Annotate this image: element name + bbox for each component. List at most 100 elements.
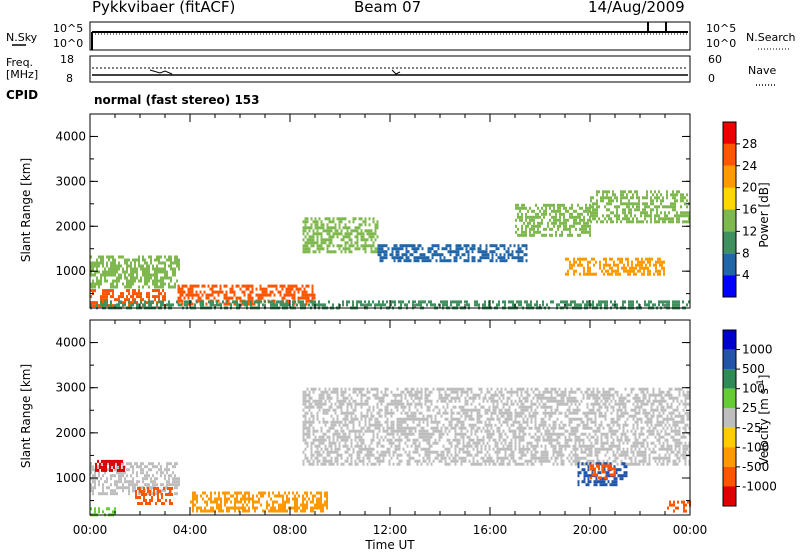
- range-gate-cell: [334, 441, 337, 445]
- range-gate-cell: [492, 300, 494, 304]
- range-gate-cell: [366, 399, 369, 403]
- range-gate-cell: [462, 459, 465, 463]
- range-gate-cell: [517, 244, 520, 248]
- range-gate-cell: [104, 300, 106, 304]
- range-gate-cell: [150, 486, 152, 490]
- range-gate-cell: [534, 432, 537, 436]
- range-gate-cell: [316, 456, 319, 460]
- range-gate-cell: [628, 220, 630, 224]
- range-gate-cell: [316, 399, 319, 403]
- range-gate-cell: [528, 441, 531, 445]
- range-gate-cell: [489, 259, 492, 263]
- range-gate-cell: [144, 279, 146, 283]
- range-gate-cell: [322, 238, 325, 242]
- range-gate-cell: [358, 459, 361, 463]
- range-gate-cell: [535, 203, 537, 207]
- range-gate-cell: [354, 444, 357, 448]
- range-gate-cell: [555, 221, 557, 225]
- range-gate-cell: [559, 233, 561, 237]
- range-gate-cell: [128, 486, 130, 490]
- range-gate-cell: [148, 483, 150, 487]
- range-gate-cell: [306, 399, 309, 403]
- range-gate-cell: [268, 494, 270, 498]
- range-gate-cell: [508, 459, 511, 463]
- range-gate-cell: [219, 290, 222, 294]
- range-gate-cell: [500, 411, 503, 415]
- range-gate-cell: [630, 214, 632, 218]
- range-gate-cell: [552, 300, 554, 304]
- range-gate-cell: [620, 193, 622, 197]
- range-gate-cell: [466, 387, 469, 391]
- range-gate-cell: [372, 432, 375, 436]
- range-gate-cell: [294, 300, 296, 304]
- range-gate-cell: [100, 295, 102, 299]
- range-gate-cell: [172, 285, 174, 289]
- range-gate-cell: [356, 247, 359, 251]
- range-gate-cell: [282, 497, 284, 501]
- range-gate-cell: [214, 491, 216, 495]
- range-gate-cell: [286, 509, 288, 513]
- range-gate-cell: [253, 302, 256, 306]
- range-gate-cell: [486, 435, 489, 439]
- range-gate-cell: [162, 261, 164, 265]
- range-gate-cell: [660, 193, 662, 197]
- range-gate-cell: [618, 217, 620, 221]
- range-gate-cell: [132, 477, 134, 481]
- range-gate-cell: [399, 244, 402, 248]
- range-gate-cell: [658, 300, 660, 304]
- range-gate-cell: [106, 264, 108, 268]
- range-gate-cell: [542, 450, 545, 454]
- range-gate-cell: [334, 456, 337, 460]
- range-gate-cell: [519, 256, 522, 260]
- range-gate-cell: [304, 497, 306, 501]
- range-gate-cell: [352, 220, 355, 224]
- range-gate-cell: [270, 300, 272, 304]
- range-gate-cell: [602, 190, 604, 194]
- range-gate-cell: [381, 250, 384, 254]
- range-gate-cell: [546, 456, 549, 460]
- range-gate-cell: [102, 292, 104, 296]
- range-gate-cell: [366, 390, 369, 394]
- range-gate-cell: [306, 247, 309, 251]
- range-gate-cell: [384, 414, 387, 418]
- range-gate-cell: [592, 303, 594, 307]
- range-gate-cell: [174, 483, 176, 487]
- range-gate-cell: [454, 444, 457, 448]
- range-gate-cell: [460, 459, 463, 463]
- range-gate-cell: [283, 296, 286, 300]
- range-gate-cell: [376, 459, 379, 463]
- range-gate-cell: [256, 300, 258, 304]
- range-gate-cell: [338, 226, 341, 230]
- range-gate-cell: [658, 190, 660, 194]
- range-gate-cell: [514, 417, 517, 421]
- range-gate-cell: [294, 506, 296, 510]
- range-gate-cell: [440, 429, 443, 433]
- range-gate-cell: [304, 244, 307, 248]
- range-gate-cell: [656, 220, 658, 224]
- range-gate-cell: [441, 253, 444, 257]
- range-gate-cell: [444, 390, 447, 394]
- range-gate-cell: [302, 238, 305, 242]
- range-gate-cell: [496, 450, 499, 454]
- range-gate-cell: [601, 269, 603, 273]
- range-gate-cell: [388, 462, 391, 466]
- range-gate-cell: [587, 272, 589, 276]
- range-gate-cell: [585, 257, 587, 261]
- range-gate-cell: [520, 390, 523, 394]
- range-gate-cell: [486, 456, 489, 460]
- range-gate-cell: [216, 500, 218, 504]
- range-gate-cell: [452, 459, 455, 463]
- range-gate-cell: [158, 270, 160, 274]
- range-gate-cell: [608, 217, 610, 221]
- range-gate-cell: [344, 241, 347, 245]
- range-gate-cell: [354, 229, 357, 233]
- range-gate-cell: [610, 300, 612, 304]
- range-gate-cell: [518, 444, 521, 448]
- range-gate-cell: [340, 250, 343, 254]
- range-gate-cell: [468, 414, 471, 418]
- range-gate-cell: [552, 438, 555, 442]
- range-gate-cell: [196, 300, 198, 304]
- range-gate-cell: [520, 429, 523, 433]
- range-gate-cell: [102, 303, 104, 307]
- range-gate-cell: [99, 462, 101, 466]
